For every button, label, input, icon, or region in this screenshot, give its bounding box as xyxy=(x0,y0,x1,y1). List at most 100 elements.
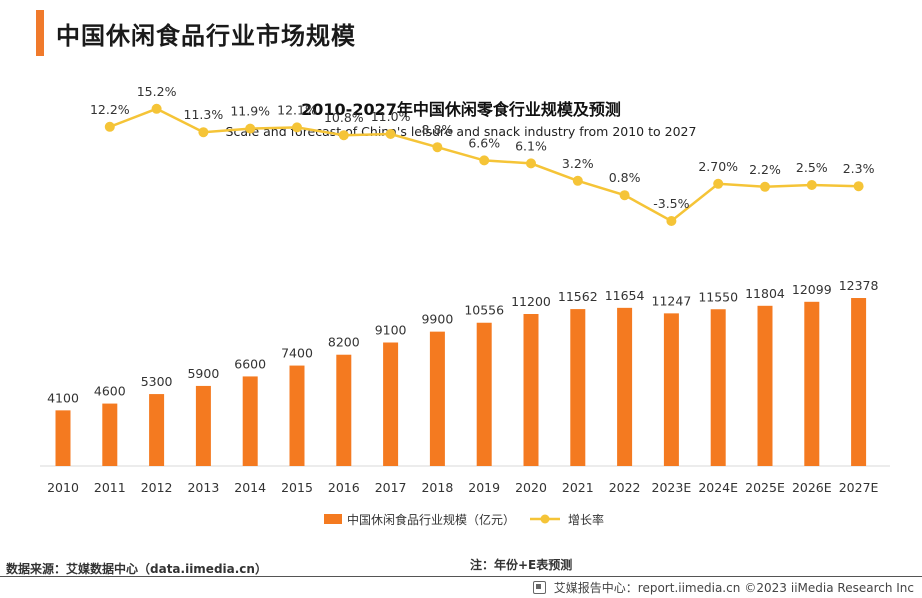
bar-value-label: 9100 xyxy=(375,323,407,338)
bar-value-label: 11562 xyxy=(558,289,598,304)
growth-point xyxy=(853,181,864,192)
bar-value-label: 12378 xyxy=(839,278,879,293)
growth-point xyxy=(479,155,490,166)
bar-value-label: 9900 xyxy=(421,312,453,327)
x-tick-label: 2021 xyxy=(562,480,594,495)
bar xyxy=(102,403,118,466)
footer-company: iiMedia Research Inc xyxy=(790,580,914,595)
growth-point xyxy=(245,123,256,134)
growth-value-label: 2.2% xyxy=(749,162,781,177)
x-tick-label: 2016 xyxy=(328,480,360,495)
x-tick-label: 2010 xyxy=(47,480,79,495)
bar-value-label: 4100 xyxy=(47,390,79,405)
bar-value-label: 10556 xyxy=(464,303,504,318)
growth-value-label: 2.5% xyxy=(796,160,828,175)
x-tick-label: 2023E xyxy=(652,480,692,495)
growth-value-label: 6.1% xyxy=(515,138,547,153)
growth-value-label: 0.8% xyxy=(609,170,641,185)
footer-divider xyxy=(0,576,922,577)
bar xyxy=(289,365,305,466)
growth-value-label: 12.2% xyxy=(90,102,130,117)
bar-value-label: 7400 xyxy=(281,346,313,361)
page-heading: 中国休闲食品行业市场规模 xyxy=(36,6,356,60)
bar xyxy=(757,305,773,466)
x-tick-label: 2020 xyxy=(515,480,547,495)
x-tick-label: 2027E xyxy=(839,480,879,495)
x-tick-label: 2015 xyxy=(281,480,313,495)
combo-chart: 4100 4600 5300 5900 6600 7400 8200 9100 9900 1055… xyxy=(40,84,890,527)
growth-point xyxy=(104,121,115,132)
bar-value-label: 11654 xyxy=(605,288,645,303)
bar xyxy=(195,385,211,466)
bar xyxy=(523,314,539,466)
bar xyxy=(429,331,445,466)
legend-line-marker xyxy=(540,514,550,524)
growth-point xyxy=(760,181,770,192)
bar-value-label: 6600 xyxy=(234,356,266,371)
growth-value-label: 2.3% xyxy=(843,161,875,176)
x-tick-label: 2026E xyxy=(792,480,832,495)
bar-value-label: 5300 xyxy=(141,374,173,389)
bar xyxy=(55,410,71,466)
x-tick-label: 2019 xyxy=(468,480,500,495)
heading-accent-bar xyxy=(36,10,44,56)
bar-value-label: 12099 xyxy=(792,282,832,297)
growth-value-label: 6.6% xyxy=(468,135,500,150)
bar xyxy=(476,322,492,466)
legend-bar-swatch xyxy=(324,514,342,524)
growth-point xyxy=(713,178,724,189)
bar xyxy=(804,301,820,466)
footer-copyright: ©2023 xyxy=(744,580,787,595)
bar-value-label: 4600 xyxy=(94,384,126,399)
bar xyxy=(336,354,352,466)
bar-value-label: 11550 xyxy=(698,289,738,304)
growth-point xyxy=(198,127,209,138)
bar-value-label: 11804 xyxy=(745,286,785,301)
bar-value-label: 5900 xyxy=(187,366,219,381)
chart-title: 2010-2027年中国休闲零食行业规模及预测 xyxy=(301,100,621,119)
growth-value-label: 10.8% xyxy=(324,110,364,125)
bar xyxy=(851,298,867,466)
bar-value-label: 11200 xyxy=(511,294,551,309)
growth-value-label: 11.9% xyxy=(230,104,270,119)
bar xyxy=(149,394,165,466)
growth-value-label: 12.1% xyxy=(277,102,317,117)
x-tick-label: 2014 xyxy=(234,480,266,495)
growth-point xyxy=(432,142,443,153)
bar xyxy=(242,376,258,466)
bar-value-label: 8200 xyxy=(328,335,360,350)
report-center-icon xyxy=(532,581,546,594)
bar xyxy=(710,309,726,466)
chart-note: 注：年份+E表预测 xyxy=(470,558,573,572)
bar-value-label: 11247 xyxy=(652,293,692,308)
x-tick-label: 2012 xyxy=(141,480,173,495)
x-tick-label: 2013 xyxy=(187,480,219,495)
bar xyxy=(570,309,586,466)
growth-point xyxy=(385,129,396,139)
growth-point xyxy=(666,216,677,226)
growth-value-label: 3.2% xyxy=(562,156,594,171)
growth-point xyxy=(338,130,349,141)
growth-point xyxy=(806,180,817,190)
page-title: 中国休闲食品行业市场规模 xyxy=(56,21,356,50)
growth-value-label: 11.0% xyxy=(371,109,411,124)
growth-point xyxy=(292,122,302,133)
growth-point xyxy=(619,190,630,201)
growth-value-label: -3.5% xyxy=(653,196,689,211)
growth-value-label: 15.2% xyxy=(137,84,177,99)
legend-line-label: 增长率 xyxy=(568,512,604,527)
growth-point xyxy=(151,103,162,114)
growth-value-label: 8.8% xyxy=(422,122,454,137)
legend-bar-label: 中国休闲食品行业规模（亿元） xyxy=(347,512,515,527)
footer: 艾媒报告中心：report.iimedia.cn ©2023 iiMedia R… xyxy=(532,579,914,596)
growth-point xyxy=(526,158,536,169)
footer-report-label: 艾媒报告中心：report.iimedia.cn xyxy=(553,581,741,595)
x-tick-label: 2025E xyxy=(745,480,785,495)
growth-point xyxy=(572,175,583,186)
bar xyxy=(663,313,679,466)
data-source: 数据来源：艾媒数据中心（data.iimedia.cn） xyxy=(6,562,267,576)
x-tick-label: 2018 xyxy=(421,480,453,495)
x-tick-label: 2024E xyxy=(698,480,738,495)
growth-value-label: 11.3% xyxy=(184,107,224,122)
x-tick-label: 2022 xyxy=(609,480,641,495)
